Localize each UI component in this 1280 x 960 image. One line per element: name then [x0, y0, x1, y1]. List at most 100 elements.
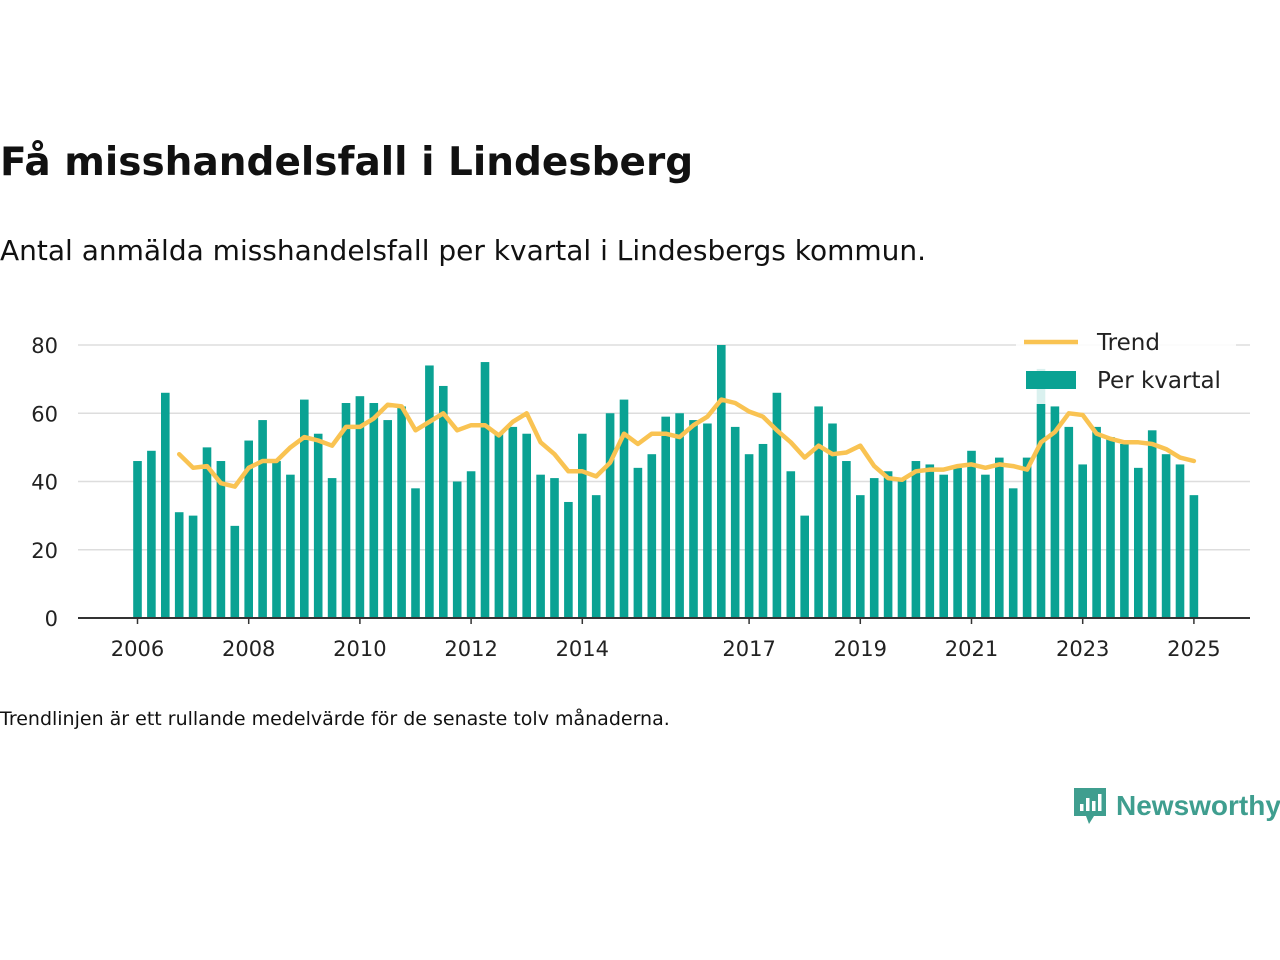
- bar: [800, 515, 809, 618]
- trend-line: [176, 397, 1197, 489]
- y-tick-label: 40: [31, 471, 58, 495]
- bar: [869, 478, 879, 618]
- bar: [1161, 454, 1171, 618]
- bar: [564, 501, 573, 618]
- legend-trend-label: Trend: [1096, 330, 1160, 356]
- bar: [856, 495, 865, 618]
- bar: [425, 365, 434, 618]
- bar: [647, 454, 657, 618]
- bar: [730, 426, 740, 618]
- bar: [591, 495, 601, 618]
- x-tick-label: 2025: [1167, 637, 1220, 661]
- bar: [828, 423, 837, 618]
- newsworthy-logo-icon: [1074, 788, 1106, 824]
- bar: [1078, 464, 1087, 618]
- bar: [550, 478, 559, 618]
- bar: [953, 467, 962, 618]
- bar: [786, 471, 796, 618]
- bar: [897, 478, 907, 618]
- bar: [578, 433, 587, 618]
- footnote: Trendlinjen är ett rullande medelvärde f…: [0, 708, 670, 730]
- bar: [981, 474, 990, 618]
- bar: [300, 399, 309, 618]
- bar: [522, 433, 531, 618]
- bar: [313, 433, 323, 618]
- bar: [188, 515, 198, 618]
- bar: [1050, 406, 1060, 618]
- bar: [369, 403, 379, 618]
- bar: [1175, 464, 1185, 618]
- bar: [661, 416, 670, 618]
- bar: [494, 433, 504, 618]
- bar: [230, 525, 240, 618]
- x-tick-label: 2019: [834, 637, 887, 661]
- bar: [1134, 467, 1143, 618]
- y-tick-label: 60: [31, 402, 58, 426]
- bar: [911, 461, 921, 618]
- bar: [272, 461, 281, 618]
- bar: [883, 471, 893, 618]
- x-axis-ticks: 2006 2008 2010 2012 2014 2017 2019 2021 2023 2025: [111, 618, 1221, 661]
- bar: [147, 450, 156, 618]
- bar: [383, 420, 392, 618]
- bar: [244, 440, 253, 618]
- bar: [1147, 430, 1157, 618]
- y-tick-label: 80: [31, 334, 58, 358]
- bar: [1036, 368, 1046, 618]
- x-tick-label: 2012: [444, 637, 497, 661]
- bar: [1064, 426, 1074, 618]
- bar: [967, 450, 976, 618]
- bar: [633, 467, 643, 618]
- y-tick-label: 0: [45, 607, 58, 631]
- legend-bar-swatch: [1026, 371, 1076, 389]
- bar: [174, 512, 184, 618]
- bar: [1120, 443, 1129, 618]
- bar: [508, 426, 518, 618]
- bar: [925, 464, 935, 618]
- bar: [355, 396, 365, 618]
- bar: [995, 457, 1004, 618]
- bar: [744, 454, 754, 618]
- bar: [133, 461, 142, 618]
- bar: [689, 420, 698, 618]
- trend-line-group: [176, 397, 1197, 489]
- bar: [717, 345, 726, 618]
- bar: [1189, 495, 1199, 618]
- bar: [452, 481, 462, 618]
- y-tick-label: 20: [31, 539, 58, 563]
- y-axis-ticks: 0 20 40 60 80: [31, 334, 58, 631]
- brand-name: Newsworthy: [1116, 790, 1280, 821]
- bar: [842, 461, 851, 618]
- bar: [341, 403, 351, 618]
- bar: [439, 385, 448, 618]
- bar: [1008, 488, 1018, 618]
- bar: [258, 420, 267, 618]
- bar: [466, 471, 476, 618]
- x-tick-label: 2017: [722, 637, 775, 661]
- legend-background: [1016, 322, 1236, 404]
- bar: [814, 406, 823, 618]
- x-tick-label: 2021: [945, 637, 998, 661]
- bar: [675, 413, 684, 618]
- x-tick-label: 2023: [1056, 637, 1109, 661]
- brand-logo[interactable]: Newsworthy: [1072, 786, 1280, 826]
- bar: [161, 392, 170, 618]
- bars: [133, 345, 1199, 618]
- bar: [327, 478, 337, 618]
- bar: [397, 406, 406, 618]
- x-tick-label: 2006: [111, 637, 164, 661]
- bar: [1106, 437, 1115, 618]
- legend: Trend Per kvartal: [1016, 322, 1236, 404]
- chart-title: Få misshandelsfall i Lindesberg: [0, 140, 694, 185]
- x-tick-label: 2010: [333, 637, 386, 661]
- bar: [939, 474, 948, 618]
- bar: [758, 443, 768, 618]
- legend-bar-label: Per kvartal: [1097, 368, 1221, 394]
- bar: [216, 461, 226, 618]
- chart-subtitle: Antal anmälda misshandelsfall per kvarta…: [0, 234, 927, 267]
- bar: [1022, 457, 1032, 618]
- bar: [703, 423, 712, 618]
- bar: [202, 447, 212, 618]
- bar: [536, 474, 545, 618]
